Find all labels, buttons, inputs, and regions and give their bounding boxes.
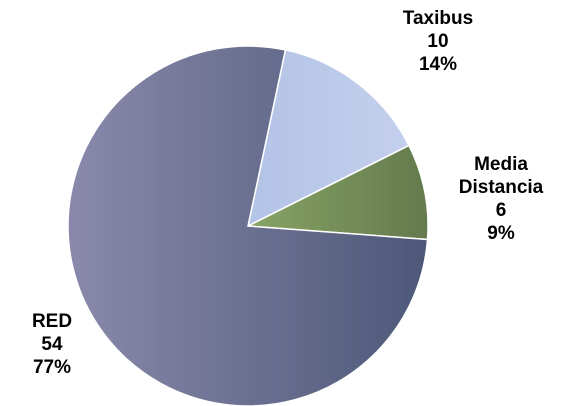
pie-slice-media-distancia bbox=[245, 144, 429, 241]
pie-slice-red bbox=[67, 45, 429, 406]
slice-percent-red: 77% bbox=[32, 357, 72, 378]
slice-value-taxibus: 10 bbox=[427, 31, 449, 52]
slice-value-media: 6 bbox=[495, 200, 507, 221]
slice-percent-taxibus: 14% bbox=[418, 54, 458, 75]
pie-slice-taxibus bbox=[246, 49, 410, 228]
slice-percent-media: 9% bbox=[487, 223, 515, 244]
slice-label-red: RED 54 77% bbox=[20, 310, 84, 379]
pie-slices bbox=[67, 45, 429, 406]
slice-name-taxibus: Taxibus bbox=[402, 8, 474, 29]
slice-value-red: 54 bbox=[41, 334, 63, 355]
slice-name-media-line2: Distancia bbox=[458, 177, 544, 198]
slice-name-red: RED bbox=[31, 311, 73, 332]
slice-name-media-line1: Media bbox=[474, 154, 528, 175]
slice-label-taxibus: Taxibus 10 14% bbox=[392, 7, 484, 76]
slice-label-media-distancia: Media Distancia 6 9% bbox=[443, 153, 559, 245]
